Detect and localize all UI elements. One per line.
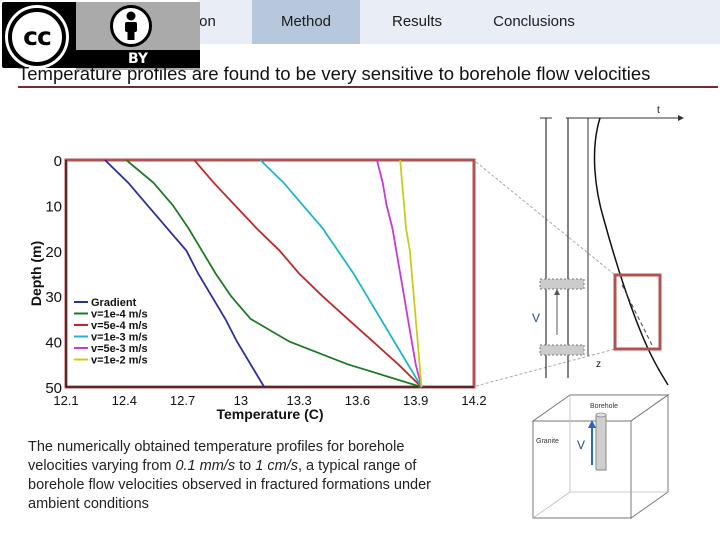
legend-label-3: v=1e-3 m/s [91, 332, 148, 344]
caption-text-3: , a typical range of borehole flow veloc… [28, 458, 431, 512]
x-tick-label: 12.1 [53, 393, 78, 408]
x-tick-label: 12.7 [170, 393, 195, 408]
y-tick-label: 20 [45, 244, 62, 261]
caption-emphasis-2: 1 cm/s [255, 458, 298, 474]
slide-headline: Temperature profiles are found to be ver… [18, 63, 718, 88]
zoom-box [613, 273, 662, 351]
z-axis-label: z [596, 359, 601, 370]
velocity-label-upper: V [532, 311, 541, 325]
caption-emphasis-1: 0.1 mm/s [175, 458, 236, 474]
legend-label-2: v=5e-4 m/s [91, 320, 148, 332]
x-tick-label: 14.2 [461, 393, 486, 408]
series-line-0 [104, 159, 265, 388]
by-label: BY [76, 50, 200, 68]
x-tick-label: 13 [234, 393, 248, 408]
temperature-profile-curve [593, 117, 669, 386]
cc-logo-text: cc [23, 22, 52, 51]
x-tick-label: 12.4 [112, 393, 137, 408]
y-tick-label: 10 [45, 198, 62, 215]
series-line-3 [259, 159, 423, 388]
fracture-upper [539, 278, 585, 290]
caption-text-2: to [235, 458, 256, 474]
borehole-label: Borehole [590, 403, 619, 410]
caption-text-1: The numerically obtained temperature pro… [28, 439, 405, 474]
series-line-2 [193, 159, 423, 388]
cc-logo-icon: cc [8, 8, 66, 66]
y-tick-label: 50 [45, 380, 62, 397]
granite-block-diagram [531, 394, 670, 519]
legend-label-0: Gradient [91, 297, 137, 309]
x-tick-label: 13.6 [345, 393, 370, 408]
y-axis-label: Depth (m) [28, 241, 44, 306]
series-line-1 [125, 159, 422, 388]
tab-conclusions[interactable]: Conclusions [493, 13, 575, 30]
velocity-label-lower: V [577, 438, 586, 452]
y-tick-label: 30 [45, 289, 62, 306]
t-axis-label: t [657, 105, 660, 116]
attribution-panel: BY [76, 2, 200, 70]
fracture-lower [539, 344, 585, 356]
zoom-dashed-line [621, 284, 653, 346]
person-icon [110, 5, 152, 47]
legend-label-5: v=1e-2 m/s [91, 355, 148, 367]
y-tick-label: 40 [45, 335, 62, 352]
legend-label-1: v=1e-4 m/s [91, 309, 148, 321]
figure-caption: The numerically obtained temperature pro… [28, 438, 468, 514]
series-line-4 [376, 159, 423, 388]
x-axis-label: Temperature (C) [216, 406, 323, 422]
borehole-schematic [539, 115, 684, 386]
tab-results[interactable]: Results [391, 13, 443, 30]
y-tick-label: 0 [54, 153, 62, 170]
x-tick-label: 13.9 [403, 393, 428, 408]
borehole-cylinder [595, 414, 607, 471]
granite-label: Granite [536, 438, 559, 445]
series-line-5 [399, 159, 423, 388]
cc-by-license-badge: cc BY [0, 0, 200, 70]
x-tick-label: 13.3 [286, 393, 311, 408]
legend-label-4: v=5e-3 m/s [91, 343, 148, 355]
tab-method[interactable]: Method [252, 0, 360, 44]
